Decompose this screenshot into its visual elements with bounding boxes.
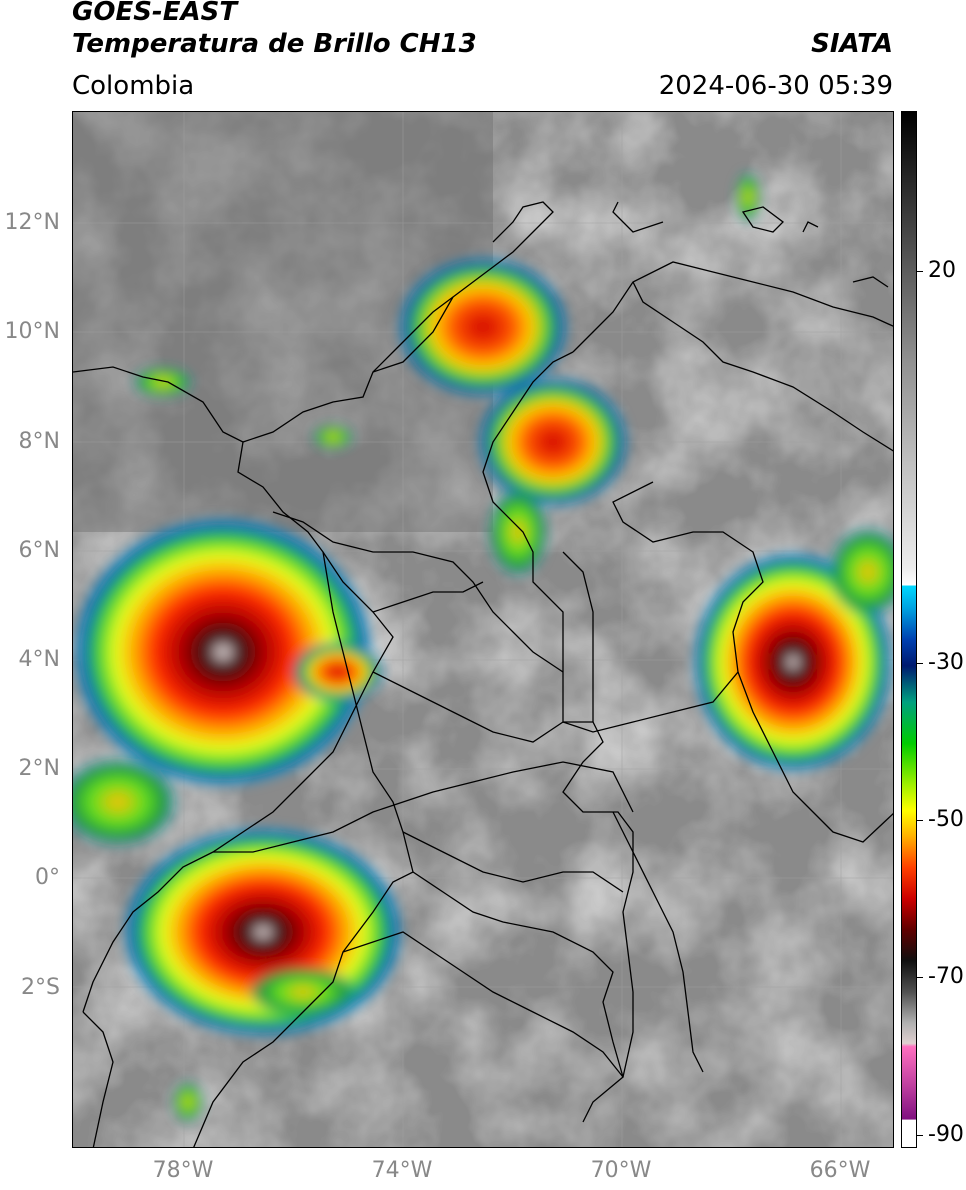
- storm-small-5: [313, 425, 353, 449]
- storm-small-2: [248, 967, 358, 1017]
- lat-label-8n: 8°N: [18, 429, 60, 454]
- colorbar-tick-minus50: [917, 820, 923, 821]
- lon-label-70w: 70°W: [590, 1158, 652, 1183]
- lat-label-10n: 10°N: [4, 319, 60, 344]
- storm-caribbean: [398, 257, 568, 397]
- colorbar-label-minus30: -30: [928, 650, 964, 675]
- storm-small-3: [133, 367, 193, 397]
- storm-far-east: [828, 527, 893, 617]
- storm-small-6: [173, 1082, 203, 1122]
- lat-label-6n: 6°N: [18, 538, 60, 563]
- colorbar-label-minus70: -70: [928, 964, 964, 989]
- storm-small-4: [736, 172, 760, 222]
- colorbar-tick-minus70: [917, 977, 923, 978]
- organization-label: SIATA: [811, 29, 893, 59]
- colorbar-tick-20: [917, 271, 923, 272]
- storm-coast-south: [73, 757, 178, 847]
- storm-small-1: [488, 487, 548, 577]
- lon-label-78w: 78°W: [152, 1158, 214, 1183]
- timestamp-label: 2024-06-30 05:39: [658, 71, 893, 101]
- region-label: Colombia: [72, 71, 195, 101]
- satellite-map: [72, 111, 894, 1148]
- storm-lake-region: [478, 377, 628, 507]
- lat-label-2s: 2°S: [21, 975, 60, 1000]
- colorbar-label-minus90: -90: [928, 1122, 964, 1147]
- political-borders: [73, 201, 893, 1147]
- lat-label-12n: 12°N: [4, 210, 60, 235]
- lat-label-0: 0°: [35, 865, 60, 890]
- colorbar-label-minus50: -50: [928, 807, 964, 832]
- colorbar-tick-minus30: [917, 663, 923, 664]
- product-title: Temperatura de Brillo CH13: [72, 29, 477, 59]
- colorbar-tick-minus90: [917, 1135, 923, 1136]
- satellite-title: GOES-EAST: [72, 0, 238, 27]
- convective-storms: [73, 172, 893, 1122]
- lon-label-74w: 74°W: [371, 1158, 433, 1183]
- storm-middle: [293, 642, 383, 702]
- lat-label-4n: 4°N: [18, 647, 60, 672]
- colorbar: [901, 111, 917, 1148]
- lon-label-66w: 66°W: [809, 1158, 871, 1183]
- lat-label-2n: 2°N: [18, 756, 60, 781]
- storm-pacific-west: [73, 517, 373, 787]
- colorbar-label-20: 20: [928, 258, 956, 283]
